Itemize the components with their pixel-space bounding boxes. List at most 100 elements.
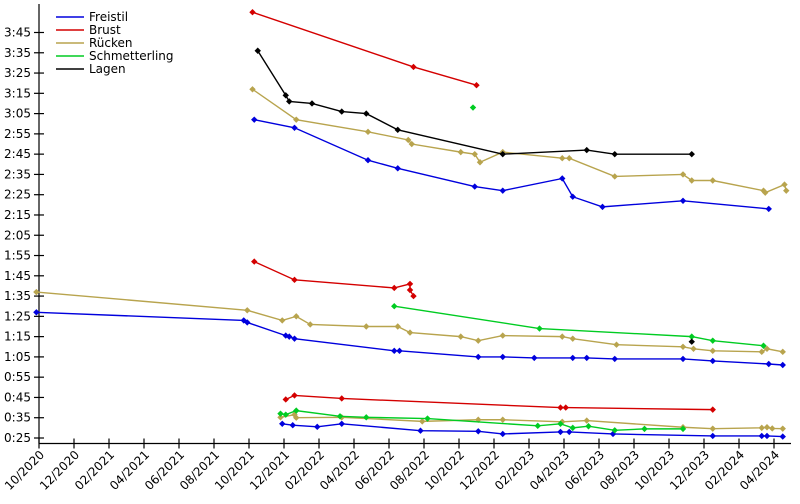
data-point-marker	[536, 325, 543, 332]
data-point-marker	[394, 323, 401, 330]
data-point-marker	[709, 177, 716, 184]
data-point-marker	[391, 284, 398, 292]
y-tick-label: 0:45	[4, 390, 31, 404]
data-point-marker	[562, 404, 569, 411]
series-line	[257, 50, 692, 155]
series-line	[254, 118, 769, 210]
data-point-marker	[277, 414, 284, 421]
data-point-marker	[289, 422, 296, 429]
data-point-marker	[391, 347, 398, 355]
data-point-marker	[583, 354, 590, 362]
data-point-marker	[688, 333, 695, 340]
data-point-marker	[499, 187, 506, 194]
data-point-marker	[679, 425, 687, 433]
data-point-marker	[471, 150, 478, 158]
data-point-marker	[779, 348, 786, 356]
data-point-marker	[363, 110, 370, 117]
data-point-marker	[364, 128, 372, 136]
series-Lagen	[254, 47, 695, 345]
data-point-marker	[251, 258, 258, 265]
data-point-marker	[531, 354, 538, 362]
series-Rücken	[33, 86, 790, 432]
data-point-marker	[338, 420, 345, 428]
data-point-marker	[499, 430, 506, 438]
data-point-marker	[760, 342, 767, 349]
data-point-marker	[471, 183, 478, 190]
data-point-marker	[291, 276, 298, 284]
series-line	[280, 409, 683, 431]
data-point-marker	[291, 124, 298, 131]
data-point-marker	[279, 317, 286, 324]
data-point-marker	[566, 428, 573, 436]
data-point-marker	[641, 425, 648, 433]
y-tick-label: 1:35	[4, 289, 31, 303]
data-point-marker	[709, 357, 716, 365]
legend-item-Freistil: Freistil	[56, 10, 128, 24]
y-tick-label: 3:35	[4, 46, 31, 60]
data-point-marker	[33, 288, 40, 296]
data-point-marker	[765, 360, 772, 368]
data-point-marker	[679, 343, 687, 350]
legend-label: Lagen	[89, 62, 126, 76]
data-point-marker	[679, 171, 687, 178]
data-point-marker	[293, 407, 300, 414]
data-point-marker	[783, 187, 790, 194]
data-point-marker	[599, 203, 606, 211]
data-point-marker	[499, 150, 506, 158]
data-point-marker	[405, 136, 412, 144]
y-tick-label: 0:25	[4, 431, 31, 445]
data-point-marker	[611, 173, 618, 180]
data-point-marker	[364, 157, 372, 164]
y-tick-label: 1:15	[4, 330, 31, 344]
legend-label: Freistil	[89, 10, 128, 24]
series-Schmetterling	[277, 104, 767, 434]
data-point-marker	[240, 317, 247, 324]
data-point-marker	[585, 423, 592, 430]
data-point-marker	[765, 205, 772, 213]
data-point-marker	[363, 323, 370, 330]
legend-item-Lagen: Lagen	[56, 62, 126, 76]
data-point-marker	[559, 333, 566, 340]
data-point-marker	[469, 104, 477, 111]
data-point-marker	[417, 427, 424, 434]
y-tick-label: 3:15	[4, 86, 31, 100]
data-point-marker	[758, 424, 765, 432]
data-point-marker	[566, 155, 573, 162]
series-Brust	[249, 9, 716, 413]
data-point-marker	[338, 395, 345, 402]
data-point-marker	[690, 345, 697, 352]
data-point-marker	[583, 417, 590, 424]
data-point-marker	[559, 155, 566, 162]
data-point-marker	[396, 347, 403, 355]
data-point-marker	[569, 335, 576, 342]
legend-item-Rücken: Rücken	[56, 36, 133, 50]
series-line	[285, 394, 713, 411]
data-point-marker	[709, 337, 716, 344]
data-point-marker	[473, 82, 480, 89]
legend-label: Schmetterling	[89, 49, 174, 63]
data-point-marker	[286, 98, 293, 105]
series-line	[253, 260, 415, 297]
data-point-marker	[611, 150, 618, 158]
y-tick-label: 2:05	[4, 228, 31, 242]
data-point-marker	[282, 396, 289, 403]
y-tick-label: 1:55	[4, 249, 31, 263]
data-point-marker	[569, 424, 576, 432]
data-point-marker	[244, 307, 251, 314]
legend-item-Brust: Brust	[56, 23, 121, 37]
data-point-marker	[33, 309, 40, 316]
y-tick-label: 3:25	[4, 66, 31, 80]
y-tick-label: 2:55	[4, 127, 31, 141]
data-point-marker	[424, 415, 431, 422]
data-point-marker	[688, 338, 695, 345]
data-point-marker	[475, 337, 482, 344]
data-point-marker	[688, 150, 695, 158]
data-point-marker	[291, 392, 298, 399]
data-point-marker	[391, 303, 398, 310]
series-line	[282, 423, 783, 438]
data-point-marker	[314, 423, 321, 431]
data-point-marker	[251, 116, 258, 123]
data-point-marker	[394, 165, 401, 172]
